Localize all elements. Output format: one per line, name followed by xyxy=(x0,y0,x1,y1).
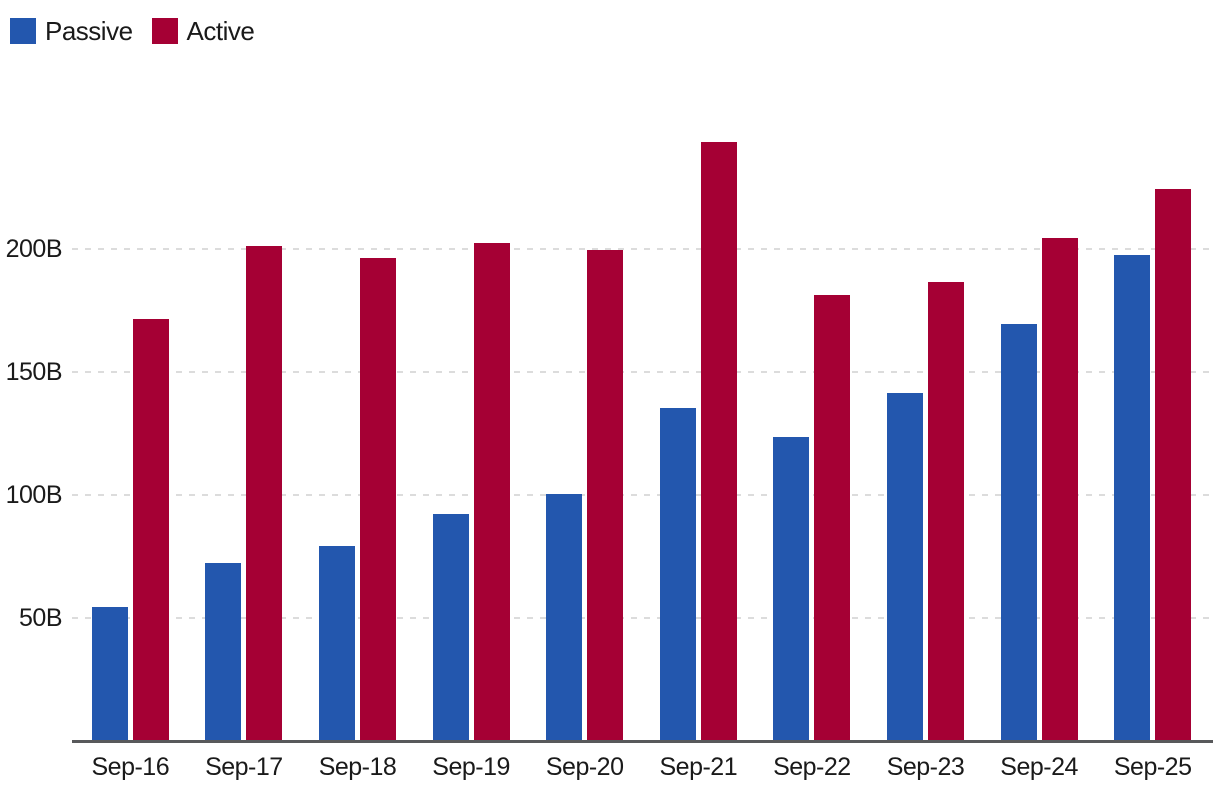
gridline-100B xyxy=(72,494,1213,496)
legend-item-passive: Passive xyxy=(10,17,133,45)
gridline-50B xyxy=(72,617,1213,619)
bar-passive-sep-23 xyxy=(887,393,923,740)
bar-active-sep-22 xyxy=(814,294,851,740)
bar-passive-sep-19 xyxy=(432,513,469,740)
bar-active-sep-24 xyxy=(1041,238,1078,740)
bar-passive-sep-24 xyxy=(1000,324,1037,740)
y-axis-tick-label: 200B xyxy=(5,235,63,263)
bar-passive-sep-17 xyxy=(205,562,242,740)
bar-active-sep-21 xyxy=(700,142,737,740)
legend-label-active: Active xyxy=(186,16,255,46)
active-color-swatch xyxy=(151,18,178,44)
chart-legend: Passive Active xyxy=(10,16,255,46)
gridline-200B xyxy=(72,248,1213,250)
y-axis-tick-label: 100B xyxy=(5,481,63,509)
x-axis-line xyxy=(72,740,1213,743)
x-axis-tick-label: Sep-19 xyxy=(432,753,510,781)
x-axis-tick-label: Sep-22 xyxy=(773,753,851,781)
bar-active-sep-17 xyxy=(246,245,283,740)
bar-active-sep-16 xyxy=(132,319,169,740)
bar-passive-sep-22 xyxy=(773,437,810,740)
bar-passive-sep-20 xyxy=(546,494,583,740)
y-axis-tick-label: 50B xyxy=(19,604,62,632)
y-axis-tick-label: 150B xyxy=(5,358,63,386)
bar-passive-sep-21 xyxy=(659,407,696,740)
x-axis-tick-label: Sep-24 xyxy=(1000,753,1078,781)
bar-passive-sep-25 xyxy=(1114,255,1151,740)
bar-passive-sep-18 xyxy=(319,545,355,740)
x-axis-tick-label: Sep-21 xyxy=(659,753,738,781)
bar-active-sep-18 xyxy=(360,257,396,740)
bar-active-sep-23 xyxy=(928,282,964,740)
passive-color-swatch xyxy=(10,18,36,44)
gridline-150B xyxy=(72,371,1213,373)
x-axis-tick-label: Sep-25 xyxy=(1113,753,1192,781)
x-axis-tick-label: Sep-23 xyxy=(886,753,965,781)
bar-passive-sep-16 xyxy=(91,607,128,740)
legend-label-passive: Passive xyxy=(45,16,133,46)
x-axis-tick-label: Sep-17 xyxy=(205,753,283,781)
bar-active-sep-25 xyxy=(1155,188,1192,740)
x-axis-tick-label: Sep-20 xyxy=(545,753,624,781)
bar-active-sep-20 xyxy=(587,250,624,740)
legend-item-active: Active xyxy=(151,16,255,46)
x-axis-tick-label: Sep-16 xyxy=(91,753,170,781)
x-axis-tick-label: Sep-18 xyxy=(318,753,397,781)
bar-active-sep-19 xyxy=(473,243,510,740)
